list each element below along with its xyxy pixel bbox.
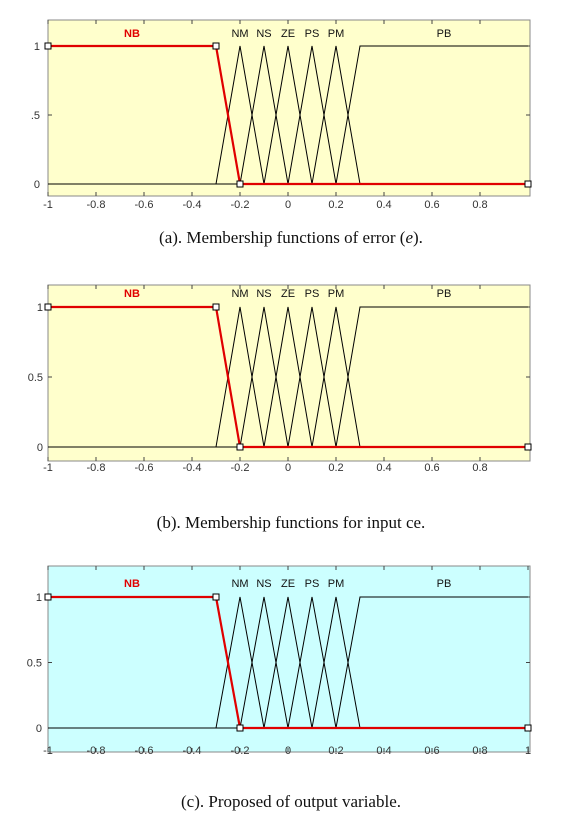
x-tick-label: 0.4 xyxy=(376,745,391,757)
x-tick-label: -0.8 xyxy=(87,462,106,474)
series-label-nb: NB xyxy=(124,578,140,590)
series-line-pb xyxy=(48,596,528,729)
x-tick-label: -0.8 xyxy=(87,199,106,211)
vertex-marker[interactable] xyxy=(44,593,52,601)
y-tick-label: 0 xyxy=(37,442,43,454)
x-tick-label: -0.6 xyxy=(135,745,154,757)
x-tick-label: -0.4 xyxy=(183,462,202,474)
series-label-pb: PB xyxy=(437,28,452,40)
vertex-marker[interactable] xyxy=(212,42,220,50)
x-tick-label: -0.8 xyxy=(87,745,106,757)
y-tick-label: 0 xyxy=(34,179,40,191)
vertex-marker[interactable] xyxy=(212,593,220,601)
series-label-ze: ZE xyxy=(281,28,295,40)
x-tick-label: -0.4 xyxy=(183,199,202,211)
x-tick-label: -0.2 xyxy=(231,745,250,757)
x-tick-label: 0.8 xyxy=(472,199,487,211)
membership-chart-ce: -1 -0.8 -0.6 -0.4 -0.2 0 0.2 0.4 0.6 0.8 0.5 1 0 NB NM… xyxy=(0,265,582,540)
series-label-nm: NM xyxy=(231,28,248,40)
membership-chart-error: -1 -0.8 -0.6 -0.4 -0.2 0 0.2 0.4 0.6 0.8 .5 1 0 NB NM N… xyxy=(0,0,582,255)
series-line-pb xyxy=(48,45,528,185)
x-tick-label: -0.6 xyxy=(135,199,154,211)
x-tick-label: 0.6 xyxy=(424,199,439,211)
x-tick-label: 0.8 xyxy=(472,462,487,474)
vertex-marker[interactable] xyxy=(524,180,532,188)
x-tick-label: -0.4 xyxy=(183,745,202,757)
series-label-pb: PB xyxy=(437,578,452,590)
series-label-nb: NB xyxy=(124,288,140,300)
x-tick-label: -0.2 xyxy=(231,462,250,474)
chart-svg-error: -1 -0.8 -0.6 -0.4 -0.2 0 0.2 0.4 0.6 0.8 .5 1 0 NB NM N… xyxy=(31,19,532,211)
x-tick-label: 0.6 xyxy=(424,462,439,474)
series-label-ns: NS xyxy=(256,578,271,590)
y-tick-label: .5 xyxy=(31,110,40,122)
series-label-pb: PB xyxy=(437,288,452,300)
x-tick-label: 0 xyxy=(285,745,291,757)
x-tick-label: 0.4 xyxy=(376,462,391,474)
series-line-pb xyxy=(48,306,528,448)
x-tick-label: 0.2 xyxy=(328,745,343,757)
x-tick-label: -1 xyxy=(43,199,53,211)
y-tick-label: 0.5 xyxy=(28,372,43,384)
chart-svg-ce: -1 -0.8 -0.6 -0.4 -0.2 0 0.2 0.4 0.6 0.8 0.5 1 0 NB NM… xyxy=(28,284,532,474)
series-label-pm: PM xyxy=(328,578,345,590)
series-label-ze: ZE xyxy=(281,288,295,300)
series-label-ps: PS xyxy=(305,28,320,40)
caption-output: (c). Proposed of output variable. xyxy=(181,792,401,811)
x-tick-label: 0.2 xyxy=(328,462,343,474)
series-label-nm: NM xyxy=(231,578,248,590)
x-tick-label: 0 xyxy=(285,462,291,474)
series-label-ze: ZE xyxy=(281,578,295,590)
x-tick-label: 0.4 xyxy=(376,199,391,211)
x-tick-label: -0.6 xyxy=(135,462,154,474)
x-tick-label: 0.6 xyxy=(424,745,439,757)
x-tick-label: -1 xyxy=(43,462,53,474)
x-tick-label: 0.8 xyxy=(472,745,487,757)
vertex-marker[interactable] xyxy=(524,443,532,451)
vertex-marker[interactable] xyxy=(236,180,244,188)
series-line-nb xyxy=(48,305,528,449)
x-tick-label: 1 xyxy=(525,745,531,757)
y-tick-label: 1 xyxy=(36,592,42,604)
x-tick-label: -0.2 xyxy=(231,199,250,211)
series-label-nb: NB xyxy=(124,28,140,40)
vertex-marker[interactable] xyxy=(212,303,220,311)
series-label-ps: PS xyxy=(305,288,320,300)
y-tick-label: 1 xyxy=(37,302,43,314)
x-tick-label: 0.2 xyxy=(328,199,343,211)
series-line-nb xyxy=(48,595,528,730)
y-tick-label: 1 xyxy=(34,41,40,53)
y-tick-label: 0.5 xyxy=(27,658,42,670)
membership-chart-output: -1 -0.8 -0.6 -0.4 -0.2 0 0.2 0.4 0.6 0.8 1 0.5 1 0 NB N… xyxy=(0,560,582,826)
chart-svg-output: -1 -0.8 -0.6 -0.4 -0.2 0 0.2 0.4 0.6 0.8 1 0.5 1 0 NB N… xyxy=(27,565,532,757)
series-label-pm: PM xyxy=(328,288,345,300)
vertex-marker[interactable] xyxy=(236,724,244,732)
x-tick-label: 0 xyxy=(285,199,291,211)
series-label-pm: PM xyxy=(328,28,345,40)
series-label-ns: NS xyxy=(256,28,271,40)
vertex-marker[interactable] xyxy=(44,42,52,50)
vertex-marker[interactable] xyxy=(524,724,532,732)
series-line-nb xyxy=(48,44,528,186)
series-label-nm: NM xyxy=(231,288,248,300)
x-tick-label: -1 xyxy=(43,745,53,757)
caption-ce: (b). Membership functions for input ce. xyxy=(156,513,426,532)
series-label-ns: NS xyxy=(256,288,271,300)
series-label-ps: PS xyxy=(305,578,320,590)
caption-error: (a). Membership functions of error (e). xyxy=(159,228,423,247)
y-tick-label: 0 xyxy=(36,723,42,735)
vertex-marker[interactable] xyxy=(44,303,52,311)
vertex-marker[interactable] xyxy=(236,443,244,451)
